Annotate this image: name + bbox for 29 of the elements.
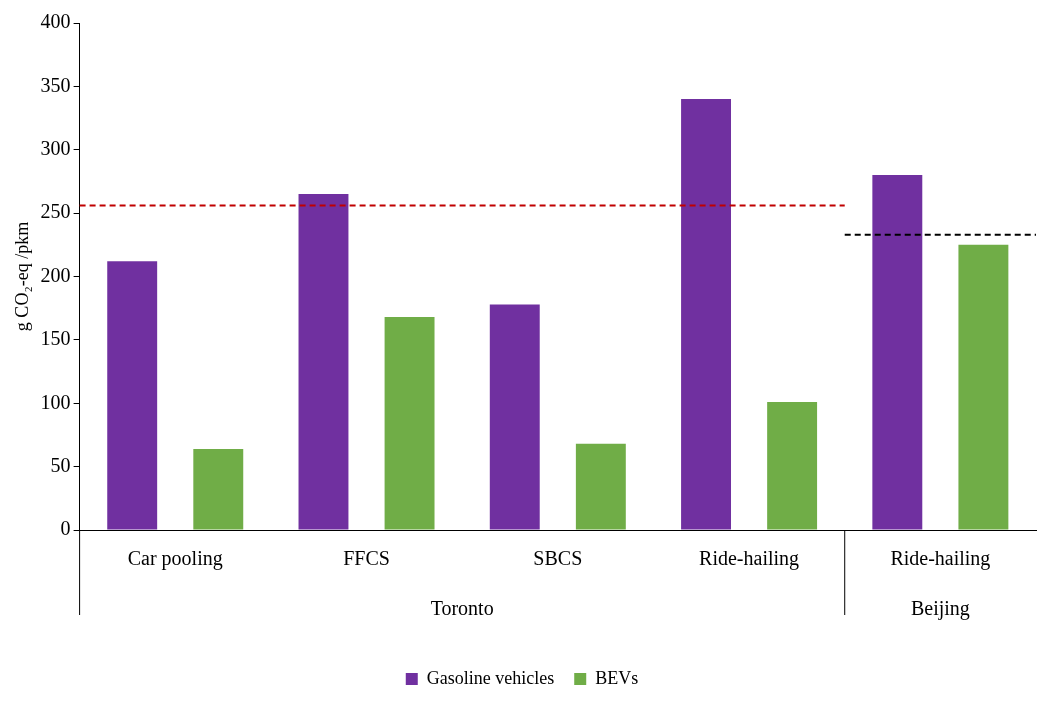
bar (489, 304, 540, 530)
y-tick-label: 250 (40, 200, 71, 223)
legend-label: Gasoline vehicles (426, 667, 555, 688)
x-tick-label: SBCS (533, 547, 583, 570)
y-axis-title: g CO₂-eq /pkm (11, 221, 32, 332)
bar (298, 194, 349, 530)
y-tick-label: 400 (40, 10, 71, 33)
legend-label: BEVs (595, 667, 639, 688)
y-tick-label: 0 (60, 517, 71, 540)
bar (384, 317, 435, 530)
bar (872, 175, 923, 530)
text: Toronto (430, 597, 494, 620)
y-tick-label: 350 (40, 73, 71, 96)
y-tick-label: 100 (40, 390, 71, 413)
x-tick-label: Ride-hailing (699, 547, 800, 571)
y-tick-label: 200 (40, 263, 71, 286)
y-tick-label: 150 (40, 327, 71, 350)
x-tick-label: Car pooling (127, 547, 223, 571)
text: Beijing (910, 597, 970, 621)
y-tick-label: 300 (40, 137, 71, 159)
bar (193, 448, 244, 530)
x-tick-label: FFCS (343, 547, 390, 570)
bar (681, 99, 731, 530)
y-tick-label: 50 (50, 453, 71, 476)
bar (575, 443, 626, 530)
bar (107, 261, 158, 530)
bar (767, 401, 818, 530)
bar (958, 244, 1009, 530)
x-tick-label: Ride-hailing (890, 547, 991, 571)
